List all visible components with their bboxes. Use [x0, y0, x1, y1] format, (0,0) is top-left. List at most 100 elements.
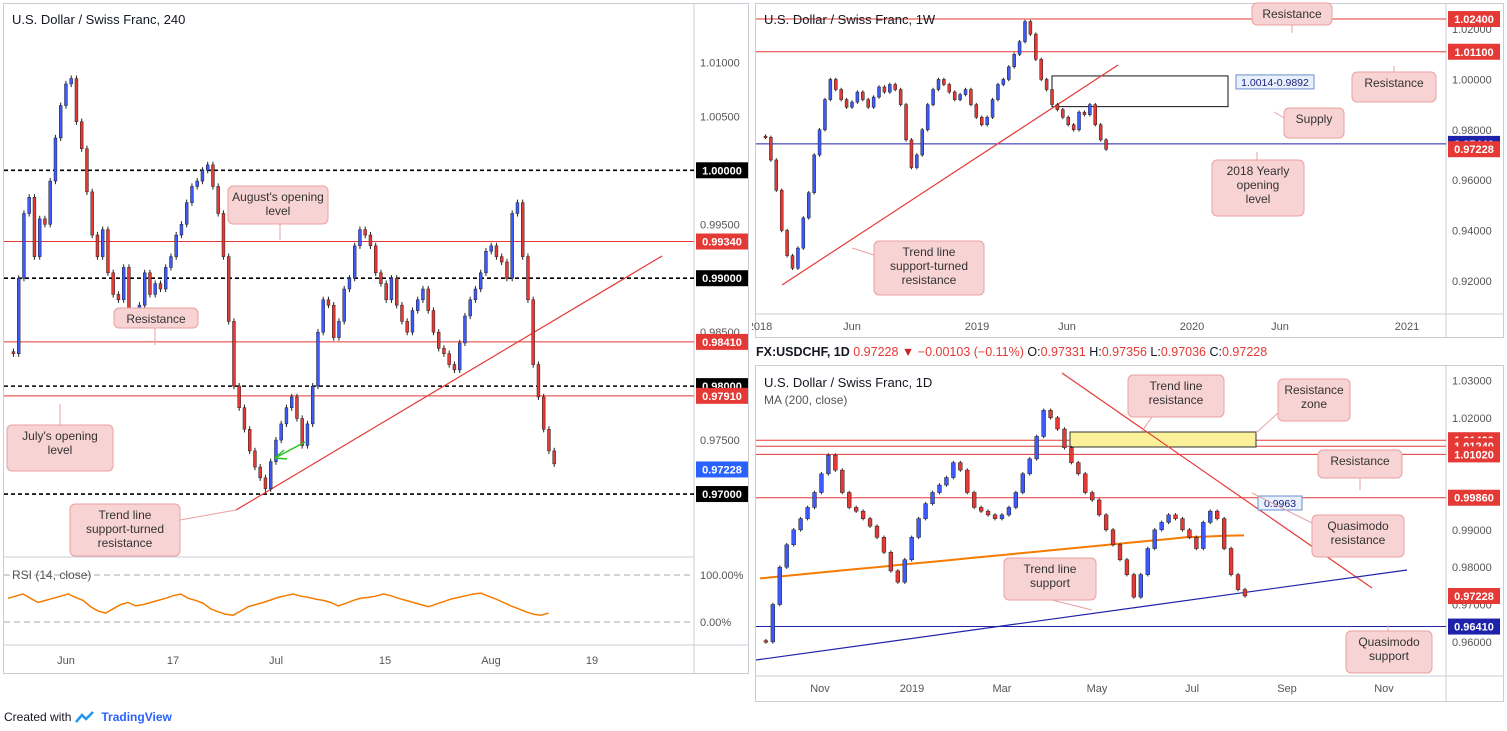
candle [447, 353, 451, 365]
callout-pointer [1141, 416, 1153, 432]
level-label: 0.99860 [1454, 493, 1494, 505]
x-tick: Aug [481, 655, 501, 667]
annotation-text: Trend line resistance [1149, 379, 1204, 407]
candle [169, 256, 173, 268]
tradingview-brand: TradingView [101, 710, 172, 724]
callout-pointer [1051, 599, 1093, 611]
candle [101, 229, 105, 257]
candle [877, 86, 881, 98]
x-tick: 2019 [900, 683, 924, 695]
trend-line [235, 255, 663, 511]
price-tick: 0.94000 [1452, 225, 1492, 237]
level-label: 1.01100 [1454, 47, 1493, 59]
candle [342, 288, 346, 322]
candle [479, 272, 483, 290]
price-tick: 0.99000 [1452, 525, 1492, 537]
candle [796, 247, 800, 269]
trend-line-support [755, 569, 1408, 661]
x-tick: 19 [586, 655, 598, 667]
chart-title: U.S. Dollar / Swiss Franc, 240 [12, 12, 185, 27]
footer: Created with TradingView [4, 710, 172, 724]
x-tick: Jun [57, 655, 75, 667]
candle [269, 461, 273, 489]
candle [980, 116, 984, 126]
annotation-text: Resistance [126, 312, 186, 326]
price-tick: 1.00500 [700, 111, 740, 123]
chart-w1[interactable]: 1.0014-0.9892 1.02000 1.00000 0.98000 0.960… [752, 0, 1507, 341]
candle [854, 507, 859, 512]
candle [791, 529, 796, 546]
price-tick: 0.96000 [1452, 637, 1492, 649]
x-tick: Nov [810, 683, 830, 695]
candle [148, 272, 152, 295]
annotation-callout [69, 503, 181, 557]
level-tag [696, 387, 748, 404]
candle [817, 129, 822, 156]
level-tag [696, 270, 748, 287]
current-price-label: 0.97228 [1454, 591, 1494, 603]
candle [867, 518, 873, 527]
candle [405, 321, 409, 333]
candle [69, 78, 73, 85]
candle [920, 129, 925, 156]
price-tick: 1.00000 [1452, 74, 1492, 86]
chart-d1[interactable]: 0.9963 1.030001.020000.990000.980000.970… [752, 363, 1507, 706]
candle [893, 84, 897, 90]
candle [237, 385, 241, 408]
candle [48, 180, 52, 225]
x-tick: 15 [379, 655, 391, 667]
candle [1034, 436, 1039, 460]
indicator-label: MA (200, close) [764, 393, 847, 407]
candle [232, 321, 236, 387]
candle [27, 197, 31, 214]
candle [996, 84, 1000, 100]
candle [421, 288, 425, 301]
tradingview-logo-icon [75, 711, 95, 723]
candle [819, 473, 824, 493]
candle [274, 439, 278, 462]
candle [468, 299, 472, 317]
candle [510, 213, 514, 279]
candle [769, 137, 773, 161]
annotation-text: Trend line support [1024, 562, 1077, 590]
price-tick: 0.99500 [700, 219, 740, 231]
candle [874, 525, 880, 538]
candle [17, 277, 21, 355]
candle [798, 518, 803, 531]
candle [1062, 428, 1067, 448]
candle [1055, 417, 1060, 430]
candle [300, 418, 304, 446]
trend-line [781, 64, 1119, 286]
candle [106, 229, 110, 274]
candle [379, 272, 383, 284]
candle [861, 91, 865, 100]
candle [452, 364, 457, 371]
rsi-label: RSI (14, close) [12, 568, 91, 582]
annotation-callout [873, 240, 985, 296]
callout-pointer [179, 509, 237, 521]
candle [174, 234, 178, 257]
candle [902, 559, 907, 583]
annotation-text: Trend line support-turned resistance [890, 245, 968, 287]
candle [1187, 529, 1192, 538]
candle [505, 261, 509, 279]
candle [774, 159, 779, 191]
candle [963, 89, 968, 95]
candle [860, 510, 866, 519]
candle [1131, 574, 1137, 598]
price-tick: 0.97500 [700, 435, 740, 447]
candle [944, 477, 949, 486]
annotation-callout [1127, 374, 1225, 418]
candle [812, 492, 817, 508]
candle [866, 99, 870, 108]
candle [1020, 473, 1025, 493]
candle [337, 321, 341, 338]
candle [321, 299, 325, 333]
candle [122, 267, 126, 301]
level-label: 1.00000 [702, 165, 742, 177]
level-label: 0.97910 [702, 391, 742, 403]
candle [1242, 589, 1248, 597]
candle [11, 351, 16, 355]
candle [1152, 529, 1157, 549]
